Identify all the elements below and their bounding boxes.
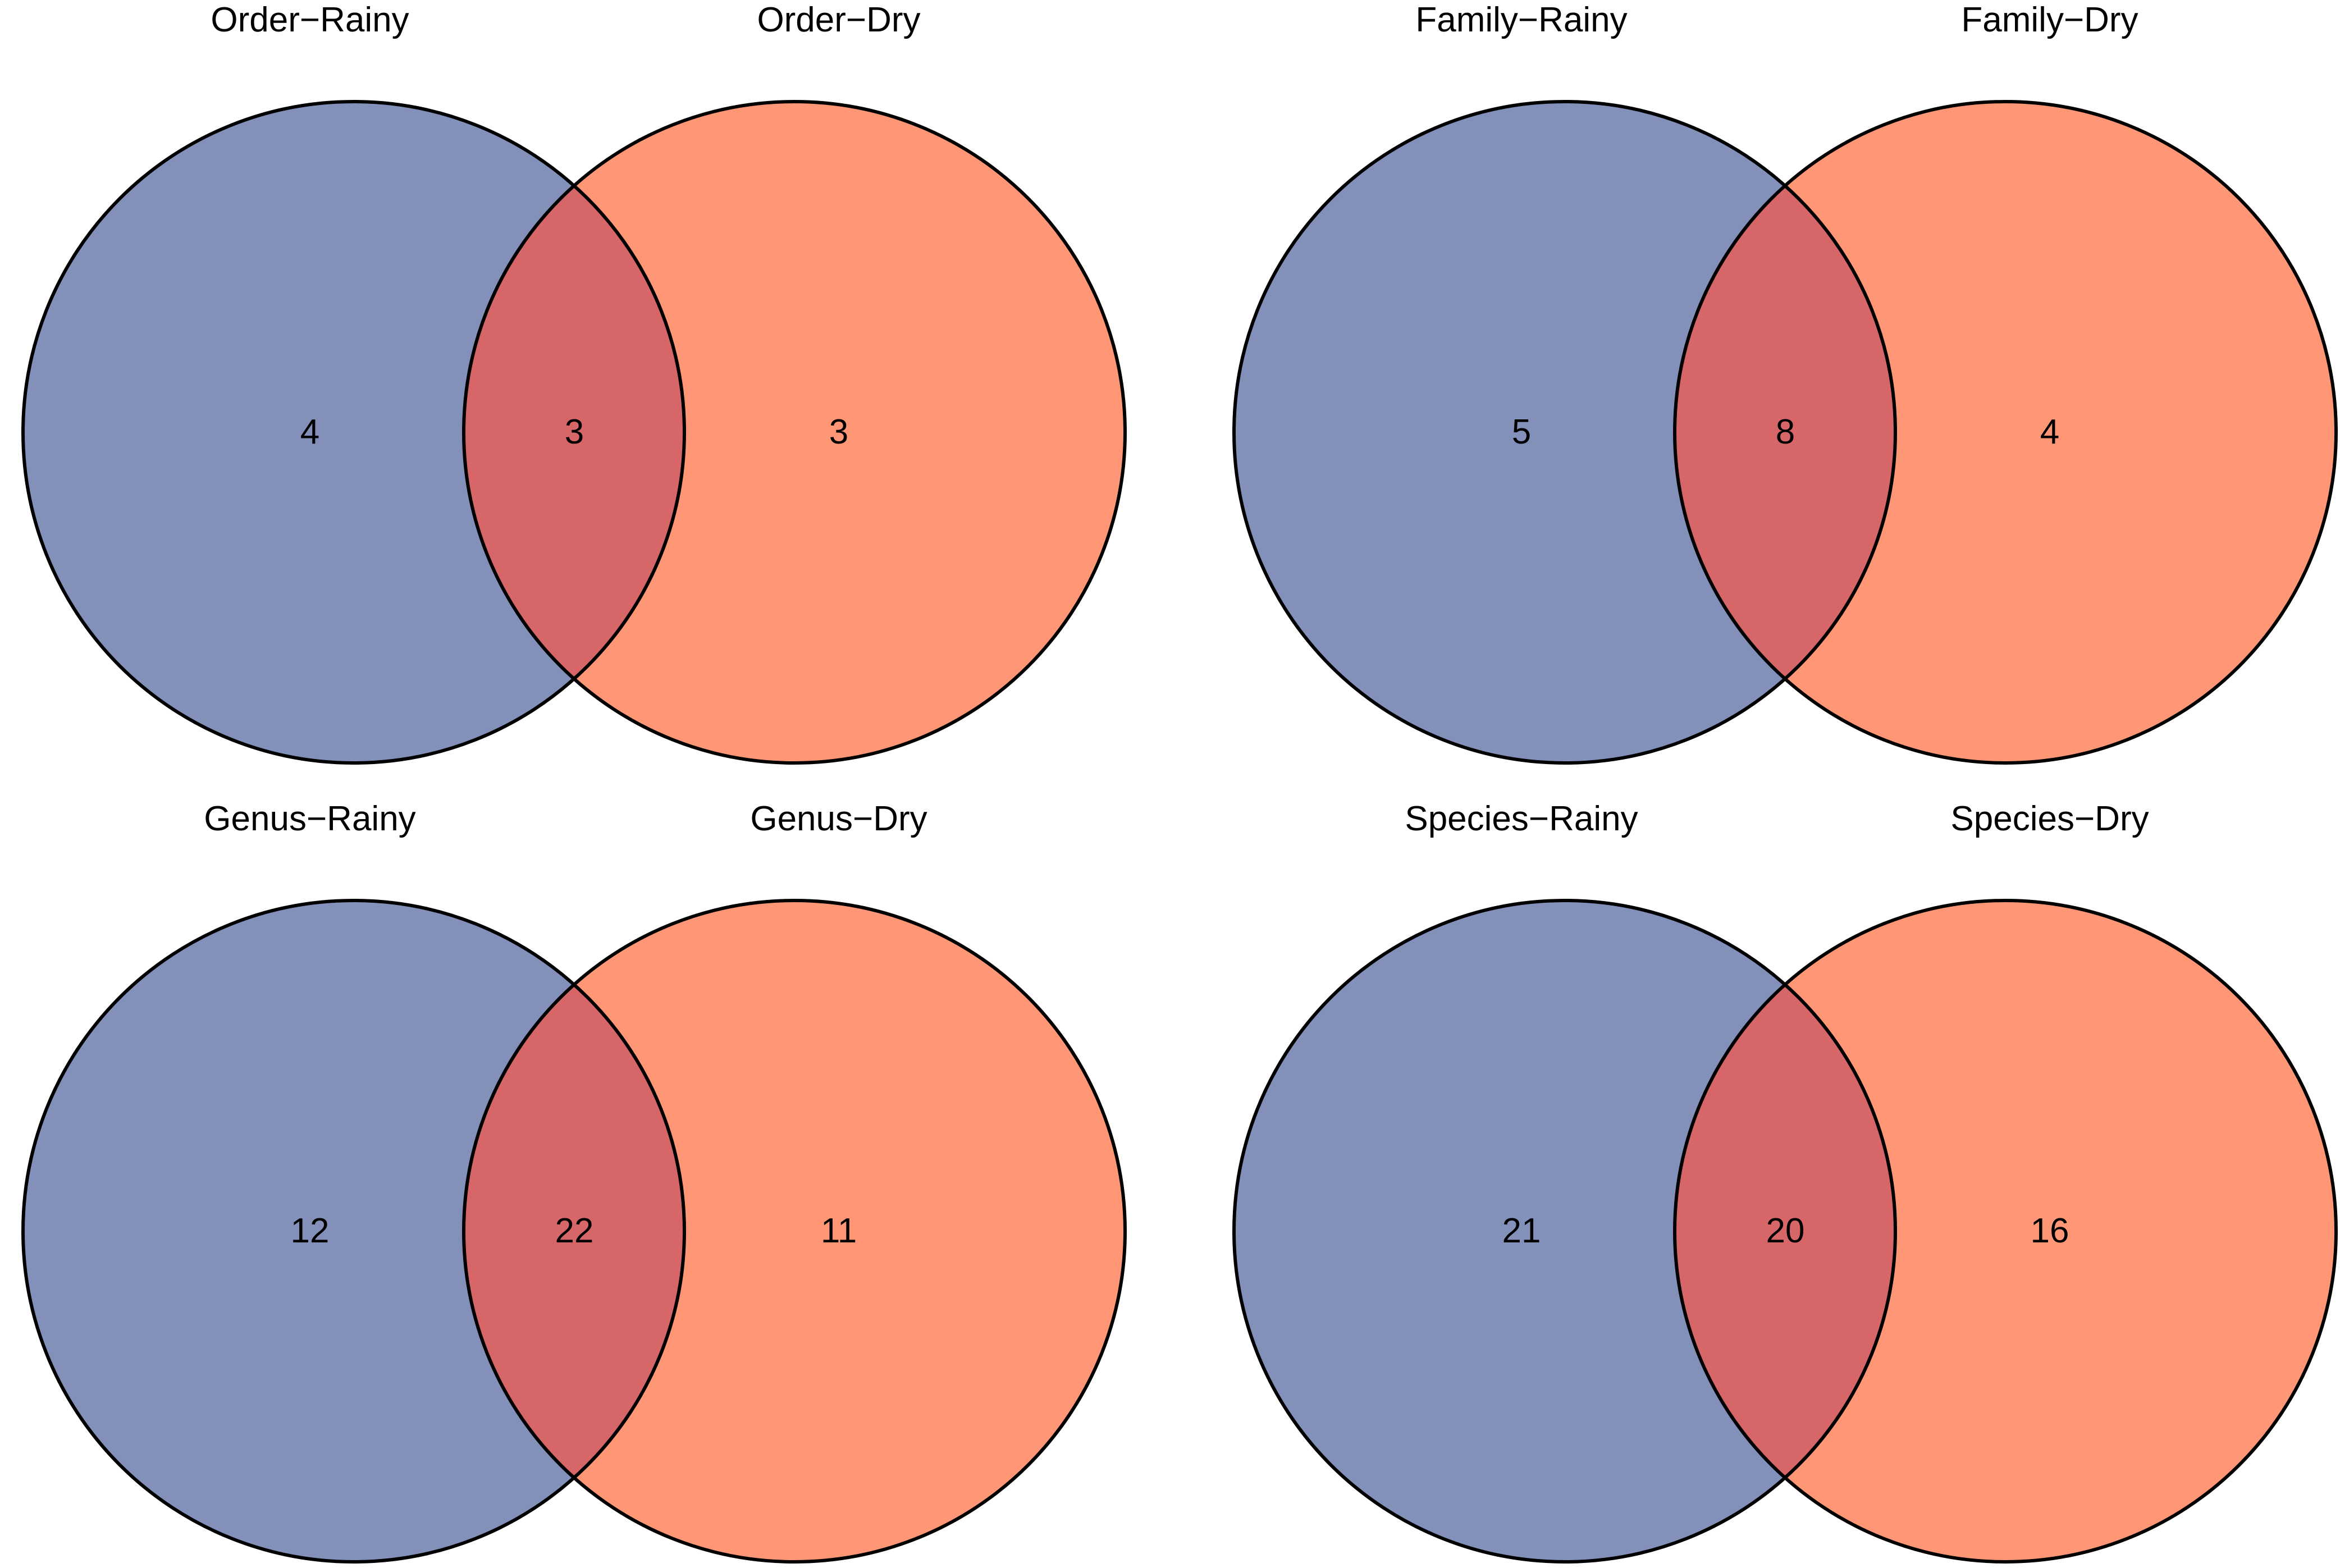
set-b-outline — [1673, 100, 2338, 765]
set-b-label: Family−Dry — [1961, 1, 2138, 39]
venn-panel-genus: Genus−Rainy Genus−Dry 12 22 11 — [21, 799, 1127, 1564]
set-a-label: Family−Rainy — [1415, 1, 1627, 39]
venn-panel-species: Species−Rainy Species−Dry 21 20 16 — [1232, 799, 2338, 1564]
only-a-count: 5 — [1512, 413, 1531, 451]
set-b-label: Species−Dry — [1950, 799, 2149, 838]
set-a-outline — [1232, 899, 1897, 1564]
only-b-count: 11 — [821, 1212, 857, 1250]
overlap-count: 20 — [1766, 1212, 1805, 1250]
venn-panel-family: Family−Rainy Family−Dry 5 8 4 — [1232, 1, 2338, 765]
overlap-region — [1675, 900, 1895, 1562]
set-a-label: Species−Rainy — [1405, 799, 1638, 838]
only-b-count: 3 — [829, 413, 848, 451]
set-a-outline — [21, 899, 686, 1564]
only-a-count: 4 — [300, 413, 319, 451]
overlap-region — [464, 900, 684, 1562]
overlap-count: 8 — [1776, 413, 1795, 451]
only-a-count: 21 — [1502, 1212, 1541, 1250]
set-b-label: Genus−Dry — [750, 799, 927, 838]
overlap-region — [1675, 102, 1895, 763]
set-a-outline — [1232, 100, 1897, 765]
set-b-outline — [462, 899, 1127, 1564]
set-b-outline — [462, 100, 1127, 765]
overlap-count: 22 — [555, 1212, 594, 1250]
venn-panel-order: Order−Rainy Order−Dry 4 3 3 — [21, 1, 1127, 765]
set-b-outline — [1673, 899, 2338, 1564]
set-b-label: Order−Dry — [757, 1, 920, 39]
set-a-label: Order−Rainy — [211, 1, 409, 39]
set-a-outline — [21, 100, 686, 765]
set-a-label: Genus−Rainy — [204, 799, 415, 838]
only-b-count: 16 — [2031, 1212, 2069, 1250]
overlap-region — [464, 102, 684, 763]
only-b-count: 4 — [2040, 413, 2059, 451]
only-a-count: 12 — [291, 1212, 330, 1250]
overlap-count: 3 — [565, 413, 584, 451]
